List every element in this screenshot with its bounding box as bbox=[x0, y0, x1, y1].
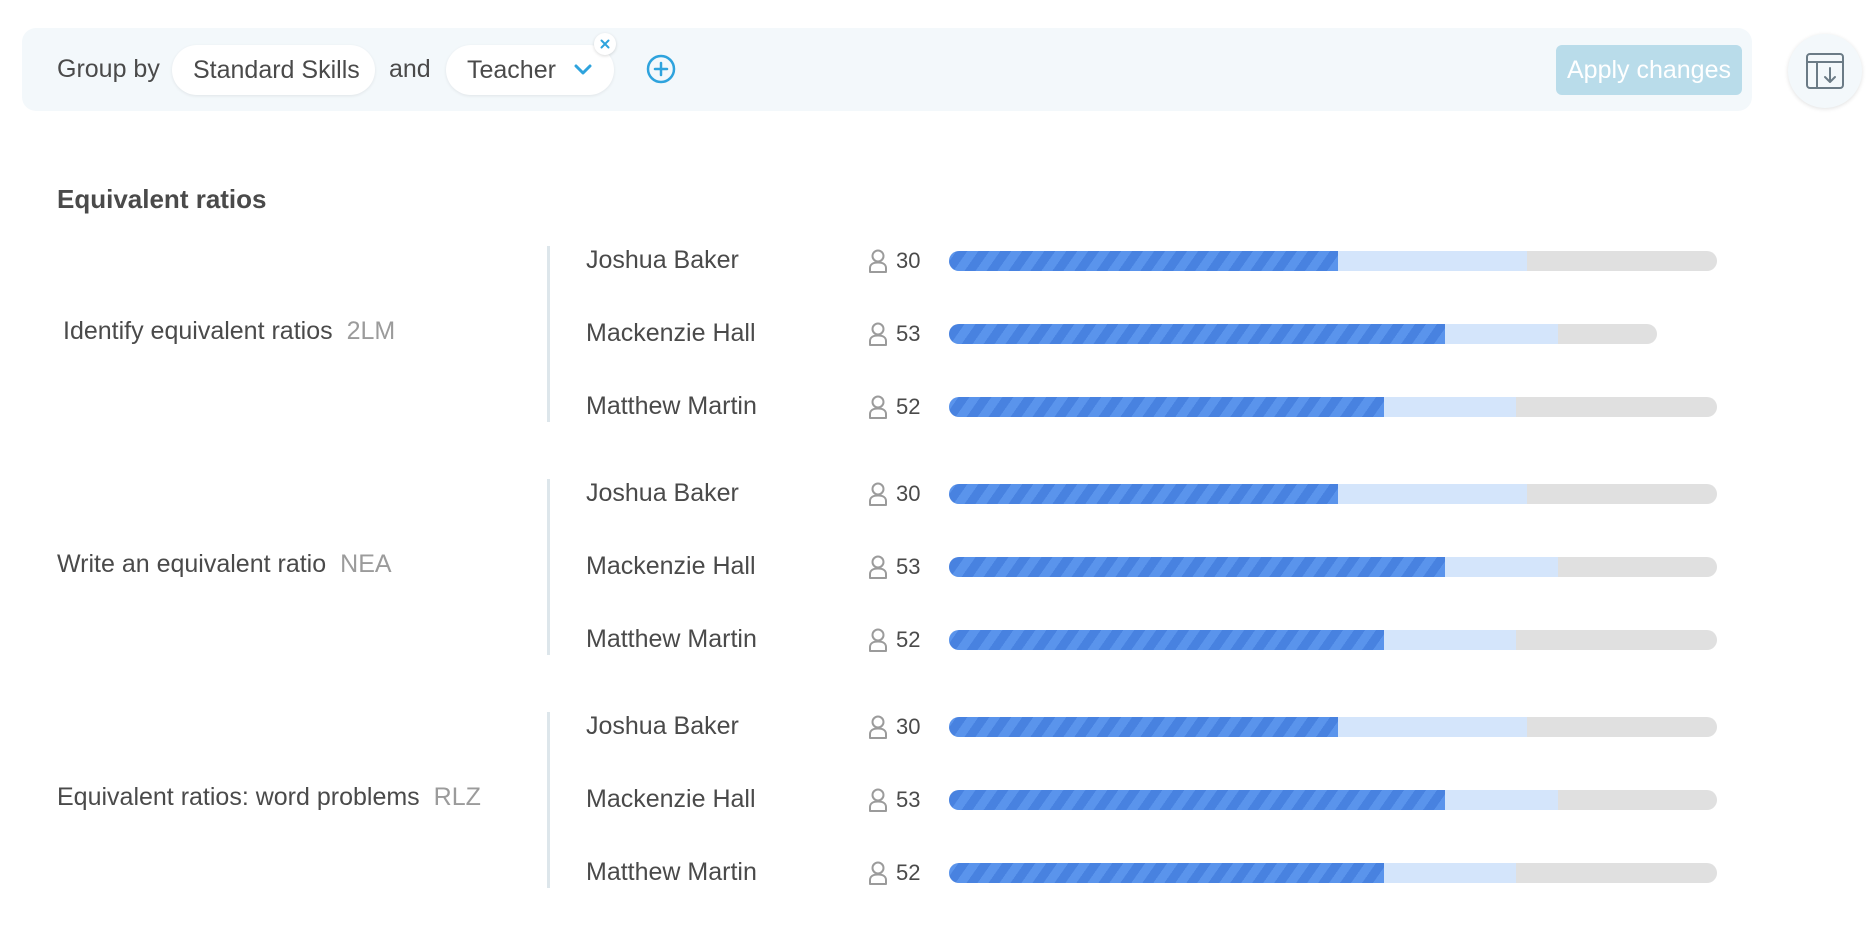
progress-bar-mastered bbox=[949, 630, 1384, 650]
group-by-toolbar: Group by Standard Skills and Teacher App… bbox=[22, 28, 1752, 111]
teacher-name: Matthew Martin bbox=[586, 858, 757, 886]
student-count: 30 bbox=[868, 714, 920, 740]
person-icon bbox=[868, 249, 896, 273]
progress-bar-mastered bbox=[949, 790, 1445, 810]
student-count: 53 bbox=[868, 321, 920, 347]
progress-bar-mastered bbox=[949, 251, 1338, 271]
plus-circle-icon bbox=[646, 54, 676, 84]
skill-code: RLZ bbox=[433, 783, 481, 811]
student-count: 52 bbox=[868, 627, 920, 653]
progress-bar-mastered bbox=[949, 484, 1338, 504]
teacher-name: Joshua Baker bbox=[586, 712, 739, 740]
progress-bar[interactable] bbox=[949, 397, 1717, 417]
chevron-down-icon bbox=[574, 45, 592, 95]
first-group-label: Standard Skills bbox=[193, 56, 360, 84]
progress-bar-mastered bbox=[949, 397, 1384, 417]
person-icon bbox=[868, 788, 896, 812]
student-count: 53 bbox=[868, 554, 920, 580]
student-count: 52 bbox=[868, 394, 920, 420]
progress-bar-mastered bbox=[949, 717, 1338, 737]
teacher-name: Mackenzie Hall bbox=[586, 785, 756, 813]
person-icon bbox=[868, 482, 896, 506]
progress-bar-mastered bbox=[949, 863, 1384, 883]
teacher-name: Joshua Baker bbox=[586, 246, 739, 274]
table-download-icon bbox=[1806, 53, 1844, 89]
teacher-name: Matthew Martin bbox=[586, 392, 757, 420]
section-title: Equivalent ratios bbox=[57, 184, 267, 214]
second-group-dropdown[interactable]: Teacher bbox=[446, 45, 614, 95]
student-count: 30 bbox=[868, 481, 920, 507]
student-count: 30 bbox=[868, 248, 920, 274]
progress-bar[interactable] bbox=[949, 790, 1717, 810]
student-count-value: 30 bbox=[896, 714, 921, 739]
progress-bar[interactable] bbox=[949, 557, 1717, 577]
progress-bar[interactable] bbox=[949, 251, 1717, 271]
student-count-value: 52 bbox=[896, 394, 921, 419]
progress-bar[interactable] bbox=[949, 863, 1717, 883]
and-label: and bbox=[389, 55, 431, 83]
second-group-label: Teacher bbox=[467, 56, 556, 84]
group-divider bbox=[547, 479, 550, 655]
skill-name: Equivalent ratios: word problems bbox=[57, 783, 420, 811]
student-count-value: 53 bbox=[896, 787, 921, 812]
teacher-name: Joshua Baker bbox=[586, 479, 739, 507]
student-count: 53 bbox=[868, 787, 920, 813]
student-count-value: 30 bbox=[896, 481, 921, 506]
person-icon bbox=[868, 395, 896, 419]
remove-group-button[interactable] bbox=[594, 33, 616, 55]
progress-bar[interactable] bbox=[949, 324, 1657, 344]
skill-name: Write an equivalent ratio bbox=[57, 550, 327, 578]
student-count-value: 52 bbox=[896, 627, 921, 652]
student-count: 52 bbox=[868, 860, 920, 886]
skill-name: Identify equivalent ratios bbox=[63, 317, 333, 345]
progress-bar[interactable] bbox=[949, 630, 1717, 650]
person-icon bbox=[868, 861, 896, 885]
skill-label: Equivalent ratios: word problems RLZ bbox=[57, 783, 481, 812]
skill-label: Write an equivalent ratio NEA bbox=[57, 550, 392, 579]
group-divider bbox=[547, 246, 550, 422]
student-count-value: 53 bbox=[896, 321, 921, 346]
skill-code: NEA bbox=[340, 550, 392, 578]
progress-bar-mastered bbox=[949, 324, 1445, 344]
group-by-label: Group by bbox=[57, 55, 160, 83]
student-count-value: 53 bbox=[896, 554, 921, 579]
apply-changes-button[interactable]: Apply changes bbox=[1556, 45, 1742, 95]
teacher-name: Mackenzie Hall bbox=[586, 552, 756, 580]
person-icon bbox=[868, 715, 896, 739]
progress-bar-mastered bbox=[949, 557, 1445, 577]
add-group-button[interactable] bbox=[646, 54, 676, 84]
person-icon bbox=[868, 322, 896, 346]
progress-bar[interactable] bbox=[949, 717, 1717, 737]
progress-bar[interactable] bbox=[949, 484, 1717, 504]
teacher-name: Mackenzie Hall bbox=[586, 319, 756, 347]
skill-code: 2LM bbox=[346, 317, 396, 345]
student-count-value: 52 bbox=[896, 860, 921, 885]
person-icon bbox=[868, 628, 896, 652]
skill-label: Identify equivalent ratios 2LM bbox=[63, 317, 395, 346]
export-button[interactable] bbox=[1788, 34, 1862, 108]
student-count-value: 30 bbox=[896, 248, 921, 273]
first-group-chip[interactable]: Standard Skills bbox=[172, 45, 375, 95]
teacher-name: Matthew Martin bbox=[586, 625, 757, 653]
close-icon bbox=[600, 39, 610, 49]
person-icon bbox=[868, 555, 896, 579]
group-divider bbox=[547, 712, 550, 888]
